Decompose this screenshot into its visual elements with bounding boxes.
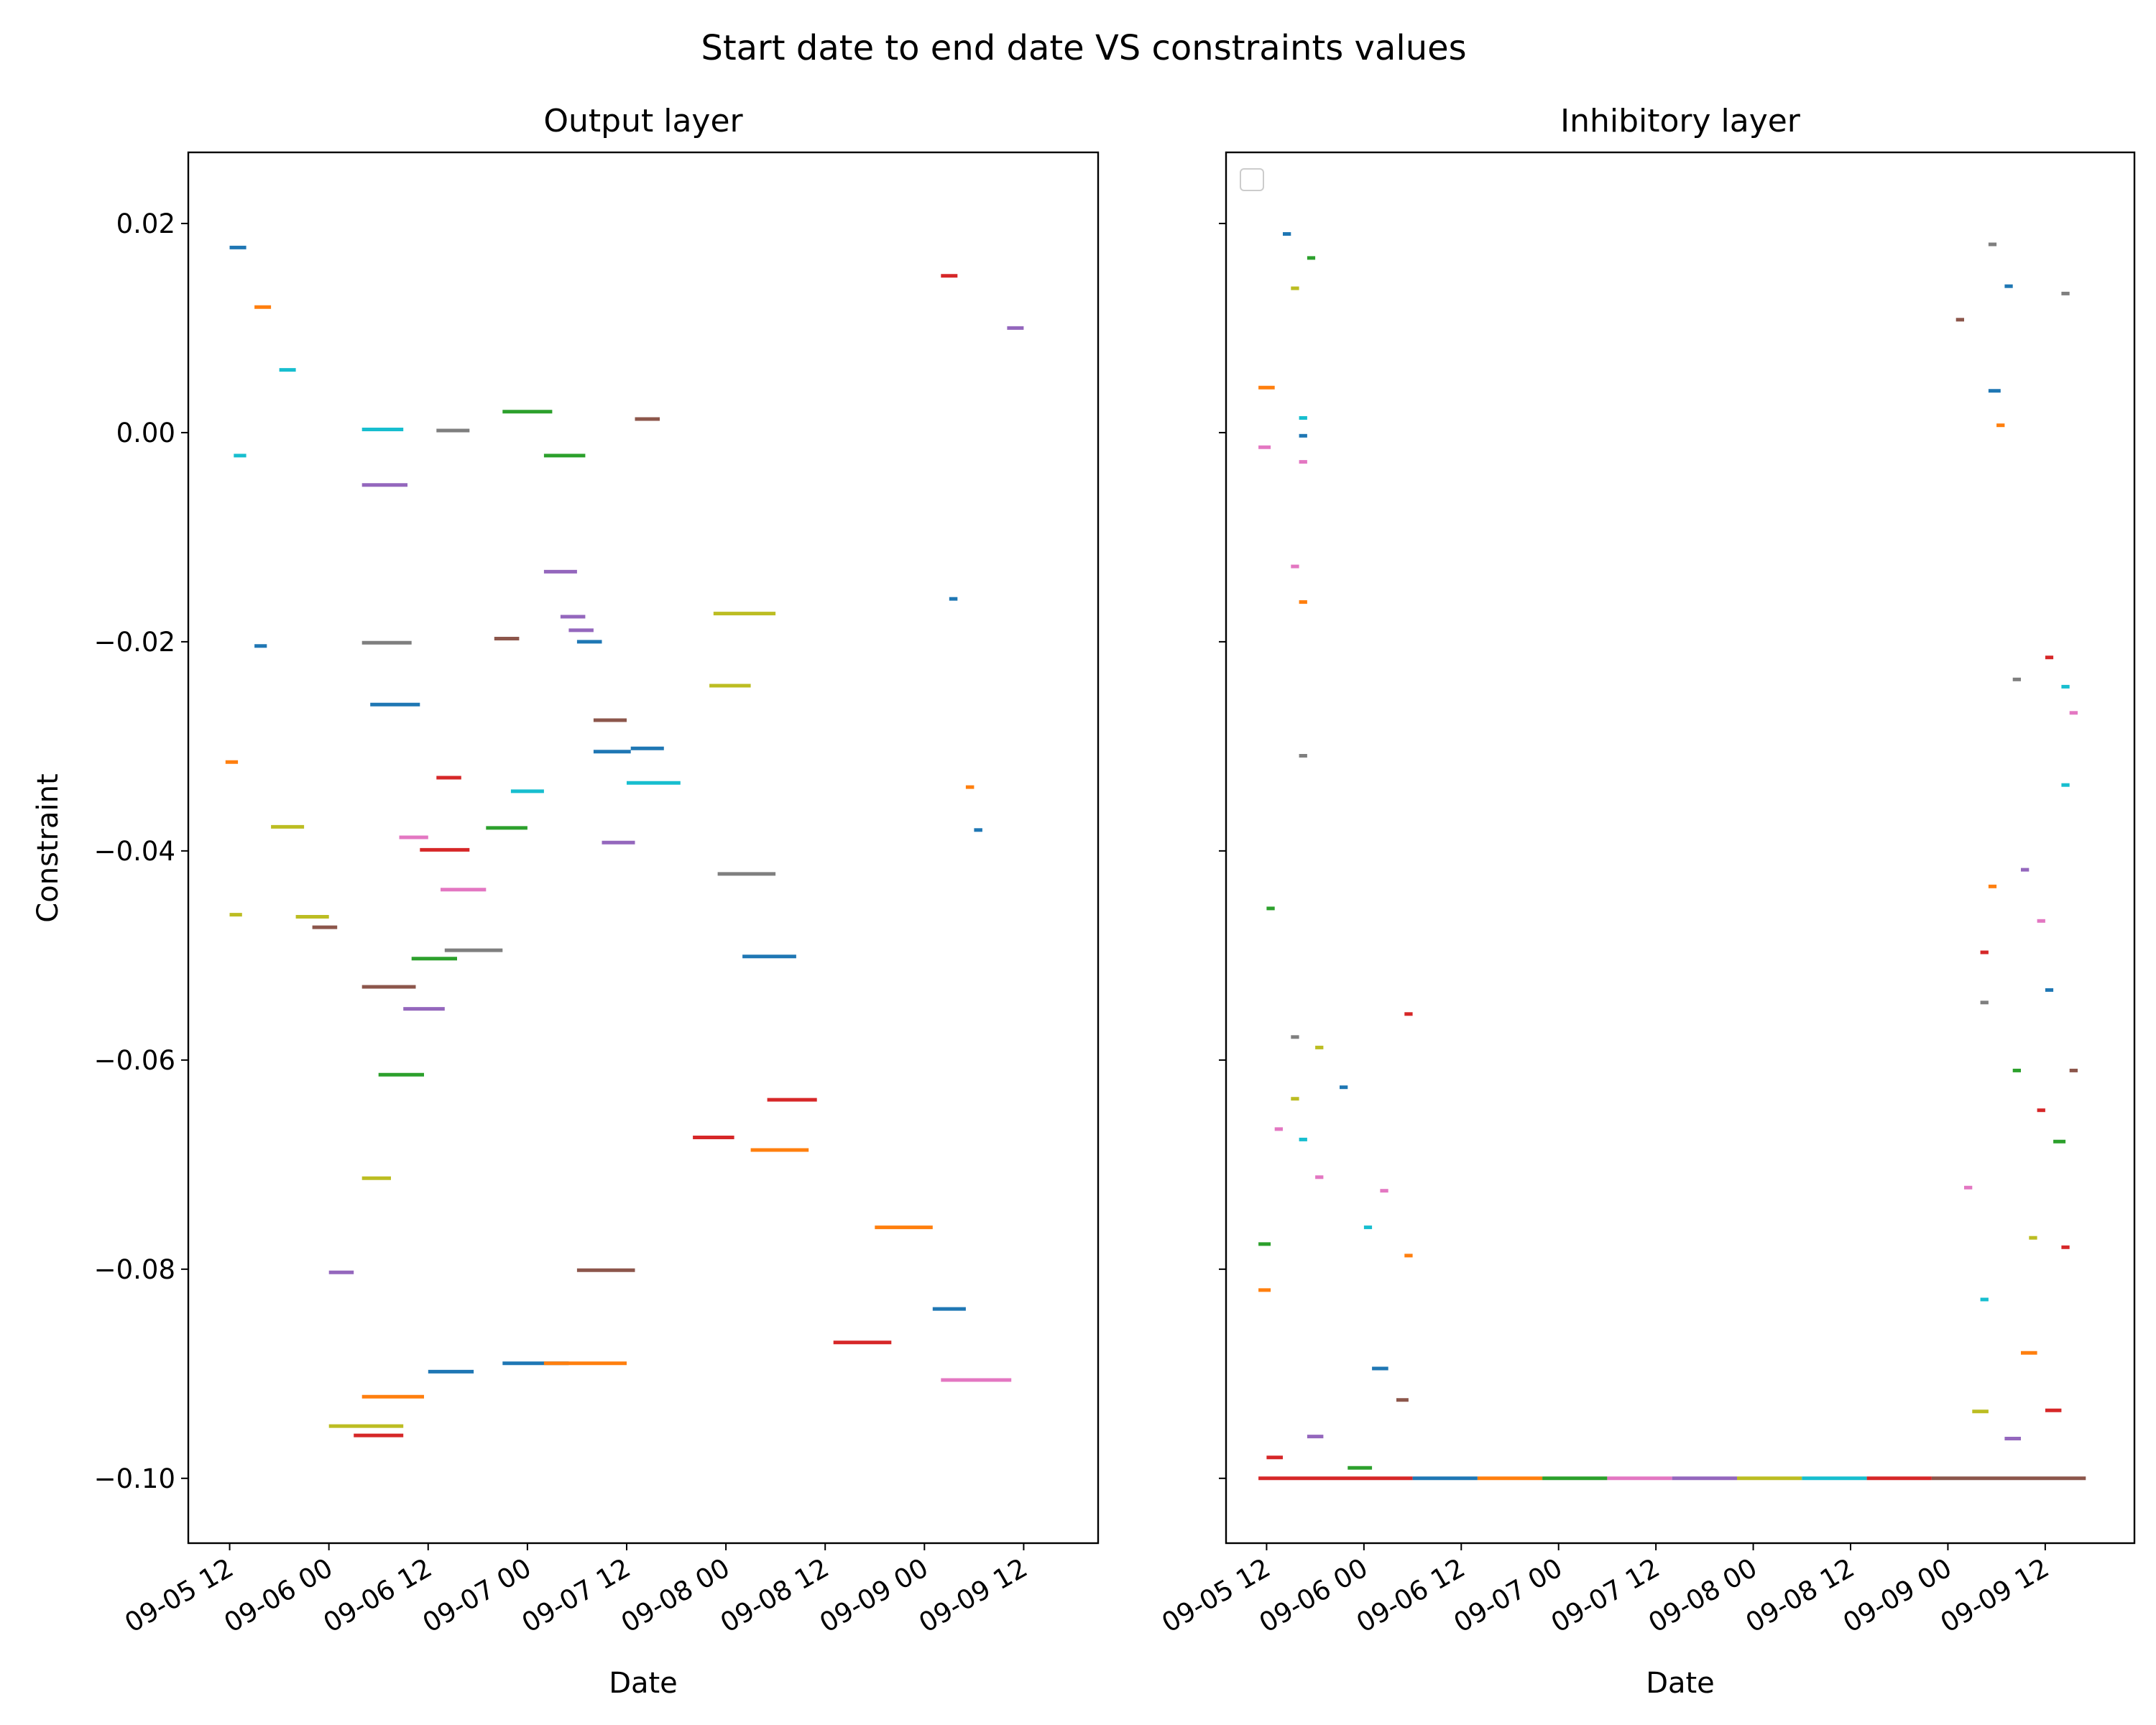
inhibitory-layer-x-tick-label: 09-08 12 <box>1741 1552 1860 1639</box>
inhibitory-layer-x-tick-label: 09-06 00 <box>1254 1552 1373 1639</box>
output-layer-x-tick-label: 09-07 12 <box>517 1552 636 1639</box>
inhibitory-layer-x-tick-label: 09-05 12 <box>1156 1552 1276 1639</box>
output-layer-x-tick-label: 09-06 00 <box>219 1552 338 1639</box>
inhibitory-layer-x-tick-label: 09-08 00 <box>1644 1552 1763 1639</box>
output-layer-plot-area <box>225 245 1024 1438</box>
output-layer-y-tick-label: −0.10 <box>94 1463 175 1494</box>
legend-box <box>1240 168 1264 191</box>
inhibitory-layer-x-axis-label: Date <box>1646 1667 1715 1700</box>
output-layer-x-tick-label: 09-09 12 <box>913 1552 1033 1639</box>
figure-title: Start date to end date VS constraints va… <box>701 28 1466 68</box>
inhibitory-layer-frame <box>1225 151 2136 1545</box>
output-layer-y-tick-label: −0.04 <box>94 836 175 867</box>
output-layer-x-tick-label: 09-06 12 <box>318 1552 438 1639</box>
output-layer-y-tick-label: −0.06 <box>94 1045 175 1076</box>
output-layer-x-tick-label: 09-08 00 <box>616 1552 735 1639</box>
inhibitory-layer-x-tick-label: 09-07 00 <box>1449 1552 1568 1639</box>
output-layer-panel: Output layer 0.02 0.00 −0.02 −0.04 −0.06 −0.0… <box>32 103 1100 1700</box>
inhibitory-layer-title: Inhibitory layer <box>1560 103 1801 139</box>
inhibitory-layer-plot-area <box>1258 232 2086 1481</box>
output-layer-y-axis-label: Constraint <box>32 773 65 922</box>
output-layer-x-tick-label: 09-09 00 <box>814 1552 934 1639</box>
output-layer-y-tick-label: 0.00 <box>116 418 175 448</box>
output-layer-x-axis-label: Date <box>609 1667 678 1700</box>
output-layer-y-tick-label: 0.02 <box>116 208 175 239</box>
inhibitory-layer-x-tick-label: 09-06 12 <box>1351 1552 1470 1639</box>
output-layer-y-axis: 0.02 0.00 −0.02 −0.04 −0.06 −0.08 −0.10 <box>94 208 188 1494</box>
output-layer-title: Output layer <box>543 103 743 139</box>
inhibitory-layer-x-tick-label: 09-07 12 <box>1546 1552 1665 1639</box>
inhibitory-layer-x-tick-label: 09-09 12 <box>1935 1552 2055 1639</box>
output-layer-x-tick-label: 09-08 12 <box>715 1552 834 1639</box>
output-layer-x-tick-label: 09-07 00 <box>418 1552 537 1639</box>
output-layer-y-tick-label: −0.02 <box>94 627 175 658</box>
inhibitory-layer-y-axis <box>1219 222 1226 1479</box>
inhibitory-layer-x-tick-label: 09-09 00 <box>1838 1552 1957 1639</box>
output-layer-y-tick-label: −0.08 <box>94 1254 175 1285</box>
output-layer-frame <box>187 151 1100 1545</box>
output-layer-x-tick-label: 09-05 12 <box>119 1552 239 1639</box>
